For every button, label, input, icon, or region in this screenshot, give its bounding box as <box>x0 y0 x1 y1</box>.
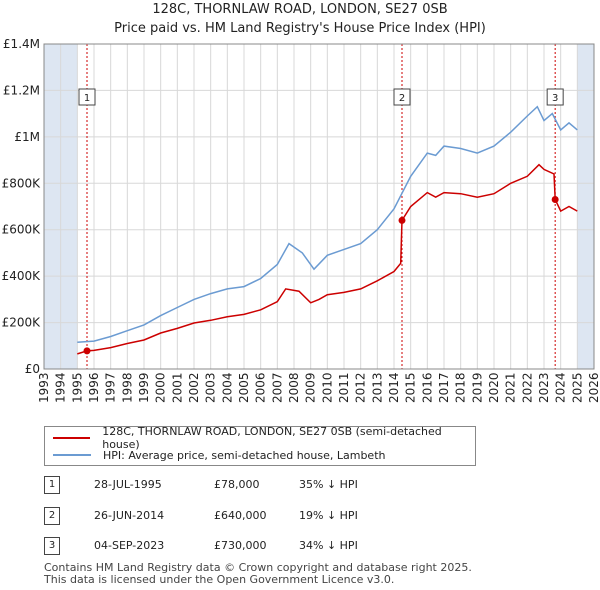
y-tick-label: £0 <box>25 362 40 376</box>
footer-licence: This data is licensed under the Open Gov… <box>44 573 395 586</box>
x-tick-label: 1999 <box>137 372 151 403</box>
y-tick-label: £400K <box>2 269 42 283</box>
sale-number-badge: 3 <box>44 537 60 555</box>
x-tick-label: 2003 <box>204 372 218 403</box>
plot-frame <box>43 43 595 370</box>
x-tick-label: 2018 <box>454 372 468 403</box>
x-tick-label: 1997 <box>104 372 118 403</box>
x-tick-label: 2000 <box>154 372 168 403</box>
sale-hpi-diff: 19% ↓ HPI <box>299 509 358 522</box>
x-tick-label: 2012 <box>354 372 368 403</box>
legend: 128C, THORNLAW ROAD, LONDON, SE27 0SB (s… <box>44 425 476 466</box>
x-tick-label: 2023 <box>537 372 551 403</box>
x-tick-label: 1994 <box>54 372 68 403</box>
sale-price: £730,000 <box>214 539 267 552</box>
sale-number-box <box>393 88 411 106</box>
x-tick-label: 1998 <box>120 372 134 403</box>
x-tick-label: 2011 <box>337 372 351 403</box>
x-tick-label: 2025 <box>570 372 584 403</box>
x-tick-label: 2026 <box>587 372 600 403</box>
x-tick-label: 2020 <box>487 372 501 403</box>
chart-title: 128C, THORNLAW ROAD, LONDON, SE27 0SB <box>152 2 448 17</box>
shaded-region-after <box>577 44 594 369</box>
legend-swatch-red <box>53 437 91 439</box>
table-row: 1 28-JUL-1995 £78,000 35% ↓ HPI <box>44 476 484 494</box>
y-tick-label: £600K <box>2 223 42 237</box>
x-tick-label: 2001 <box>170 372 184 403</box>
x-tick-label: 2017 <box>437 372 451 403</box>
x-tick-label: 2019 <box>470 372 484 403</box>
table-row: 2 26-JUN-2014 £640,000 19% ↓ HPI <box>44 507 484 525</box>
y-tick-label: £1.4M <box>3 37 40 51</box>
x-tick-label: 2022 <box>520 372 534 403</box>
sale-point <box>551 196 559 204</box>
chart-subtitle: Price paid vs. HM Land Registry's House … <box>114 21 486 36</box>
sale-date: 04-SEP-2023 <box>94 539 165 552</box>
sale-price: £640,000 <box>214 509 267 522</box>
x-tick-label: 2007 <box>270 372 284 403</box>
x-tick-label: 2004 <box>220 372 234 403</box>
sale-point <box>83 347 91 355</box>
footer-copyright: Contains HM Land Registry data © Crown c… <box>44 561 472 574</box>
x-tick-label: 2021 <box>504 372 518 403</box>
sale-number-label: 2 <box>399 93 405 104</box>
sale-number-badge: 1 <box>44 476 60 494</box>
sale-date: 28-JUL-1995 <box>94 478 162 491</box>
series-line-hpi <box>77 105 578 344</box>
sale-price: £78,000 <box>214 478 260 491</box>
legend-item-property: 128C, THORNLAW ROAD, LONDON, SE27 0SB (s… <box>53 425 475 451</box>
legend-label-hpi: HPI: Average price, semi-detached house,… <box>103 448 386 462</box>
table-row: 3 04-SEP-2023 £730,000 34% ↓ HPI <box>44 537 484 555</box>
legend-item-hpi: HPI: Average price, semi-detached house,… <box>53 447 385 463</box>
sale-number-box <box>78 88 96 106</box>
sale-number-label: 3 <box>552 93 558 104</box>
x-tick-label: 2002 <box>187 372 201 403</box>
sale-number-badge: 2 <box>44 507 60 525</box>
x-tick-label: 2005 <box>237 372 251 403</box>
x-tick-label: 1996 <box>87 372 101 403</box>
x-tick-label: 1995 <box>70 372 84 403</box>
x-tick-label: 2024 <box>554 372 568 403</box>
y-tick-label: £1M <box>14 130 40 144</box>
legend-swatch-blue <box>53 454 91 456</box>
x-tick-label: 1993 <box>37 372 51 403</box>
sale-number-box <box>546 88 564 106</box>
x-tick-label: 2016 <box>420 372 434 403</box>
x-tick-label: 2014 <box>387 372 401 403</box>
sale-date: 26-JUN-2014 <box>94 509 165 522</box>
x-tick-label: 2006 <box>254 372 268 403</box>
sale-point <box>398 216 406 224</box>
x-tick-label: 2008 <box>287 372 301 403</box>
sale-number-label: 1 <box>84 93 90 104</box>
x-tick-label: 2010 <box>320 372 334 403</box>
x-tick-label: 2013 <box>370 372 384 403</box>
y-tick-label: £1.2M <box>3 83 40 97</box>
series-line-property <box>77 163 578 355</box>
x-tick-label: 2015 <box>404 372 418 403</box>
legend-label-property: 128C, THORNLAW ROAD, LONDON, SE27 0SB (s… <box>102 425 442 451</box>
y-tick-label: £800K <box>2 176 42 190</box>
x-tick-label: 2009 <box>304 372 318 403</box>
sale-hpi-diff: 35% ↓ HPI <box>299 478 358 491</box>
sale-hpi-diff: 34% ↓ HPI <box>299 539 358 552</box>
y-tick-label: £200K <box>2 316 42 330</box>
